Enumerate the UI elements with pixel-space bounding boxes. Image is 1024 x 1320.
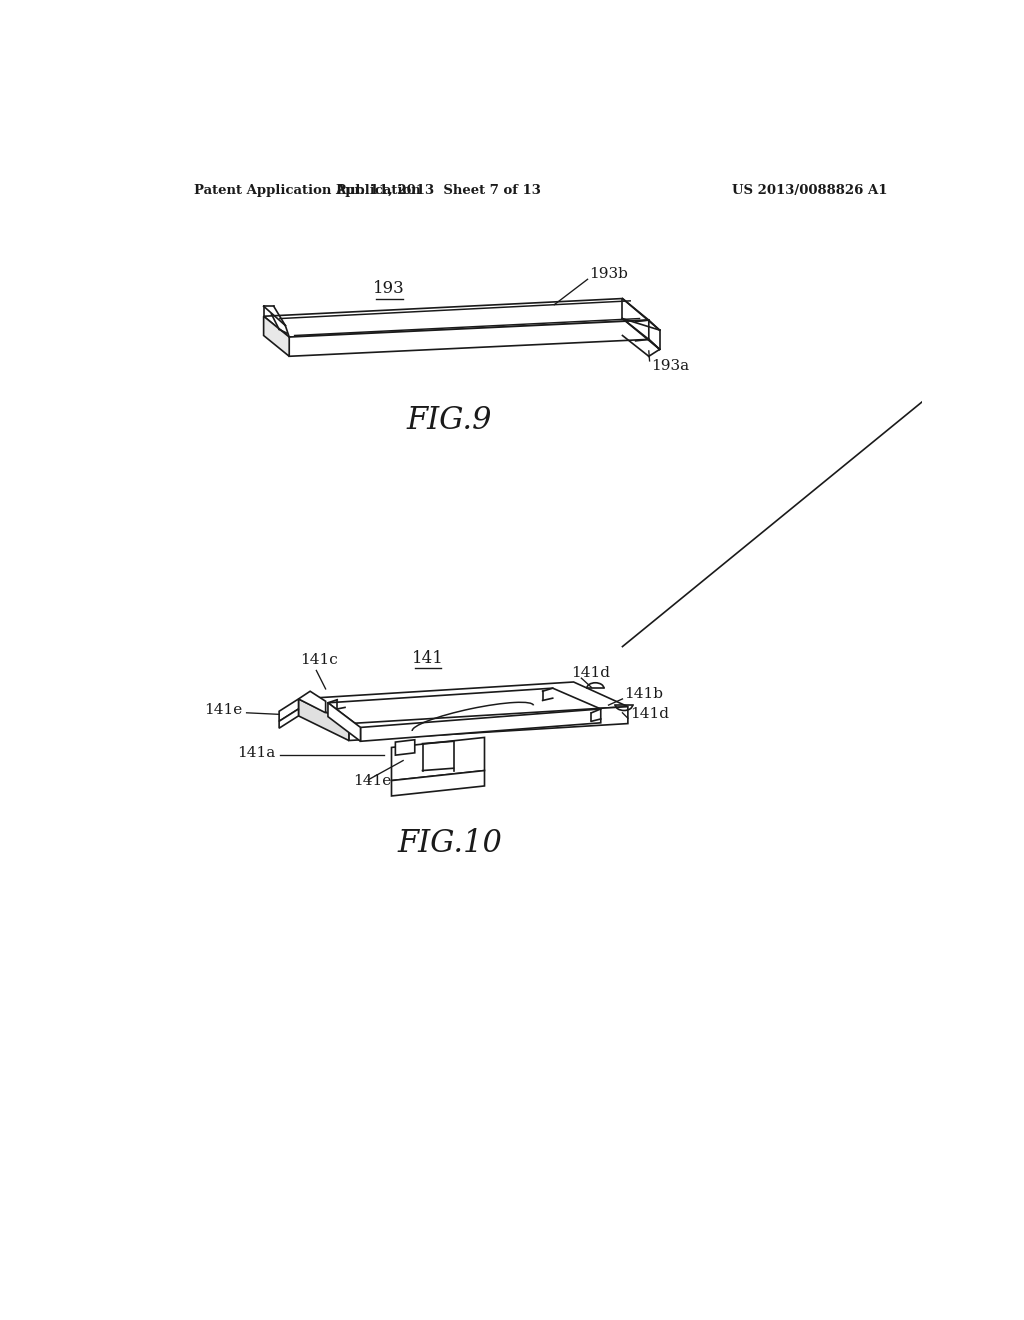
Text: 141e: 141e <box>352 774 391 788</box>
Polygon shape <box>328 702 360 742</box>
Text: 193a: 193a <box>651 359 689 374</box>
Polygon shape <box>391 738 484 780</box>
Polygon shape <box>263 298 649 337</box>
Text: FIG.10: FIG.10 <box>397 828 502 859</box>
Text: Apr. 11, 2013  Sheet 7 of 13: Apr. 11, 2013 Sheet 7 of 13 <box>335 185 541 197</box>
Polygon shape <box>299 682 628 723</box>
Text: 141d: 141d <box>630 708 670 721</box>
Text: 141c: 141c <box>300 653 338 668</box>
Text: US 2013/0088826 A1: US 2013/0088826 A1 <box>732 185 888 197</box>
Text: 141d: 141d <box>571 665 610 680</box>
Polygon shape <box>299 692 326 713</box>
Polygon shape <box>263 317 289 356</box>
Text: 193b: 193b <box>589 267 628 281</box>
Polygon shape <box>360 709 601 742</box>
Text: 141e: 141e <box>205 704 243 718</box>
Polygon shape <box>349 706 628 741</box>
Polygon shape <box>289 321 649 356</box>
Text: 141b: 141b <box>624 686 663 701</box>
Polygon shape <box>328 688 601 727</box>
Text: Patent Application Publication: Patent Application Publication <box>194 185 421 197</box>
Polygon shape <box>395 739 415 755</box>
Polygon shape <box>280 709 299 729</box>
Polygon shape <box>391 771 484 796</box>
Polygon shape <box>280 700 299 721</box>
Text: 193: 193 <box>374 280 406 297</box>
Text: 141a: 141a <box>237 746 275 760</box>
Polygon shape <box>299 700 349 741</box>
Text: 141: 141 <box>412 649 443 667</box>
Text: FIG.9: FIG.9 <box>407 405 493 436</box>
